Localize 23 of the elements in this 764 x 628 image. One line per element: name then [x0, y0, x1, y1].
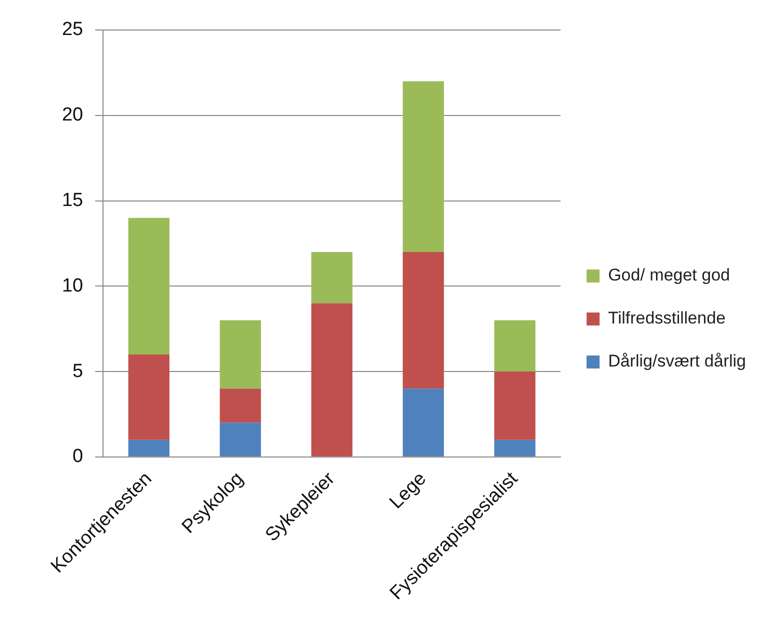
y-tick-label: 20: [62, 104, 84, 126]
y-tick-label: 0: [72, 446, 84, 468]
legend-label: God/ meget god: [608, 266, 730, 285]
bar: [402, 388, 444, 456]
legend-label: Dårlig/svært dårlig: [608, 352, 746, 371]
bar: [220, 320, 261, 389]
y-tick-label: 15: [62, 190, 84, 211]
bar: [402, 252, 444, 389]
y-tick-label: 10: [62, 275, 84, 296]
bar: [128, 354, 170, 440]
y-tick-label: 5: [72, 360, 84, 382]
y-tick-label: 25: [62, 19, 84, 40]
bar: [494, 320, 536, 372]
bar: [128, 218, 170, 354]
bar: [128, 440, 170, 456]
bar: [494, 440, 536, 456]
bar: [311, 303, 352, 456]
legend-label: Tilfredsstillende: [608, 308, 726, 328]
bar: [494, 372, 536, 440]
bar: [220, 388, 261, 423]
bar: [311, 252, 352, 304]
bar: [402, 81, 444, 252]
bar: [220, 422, 261, 456]
